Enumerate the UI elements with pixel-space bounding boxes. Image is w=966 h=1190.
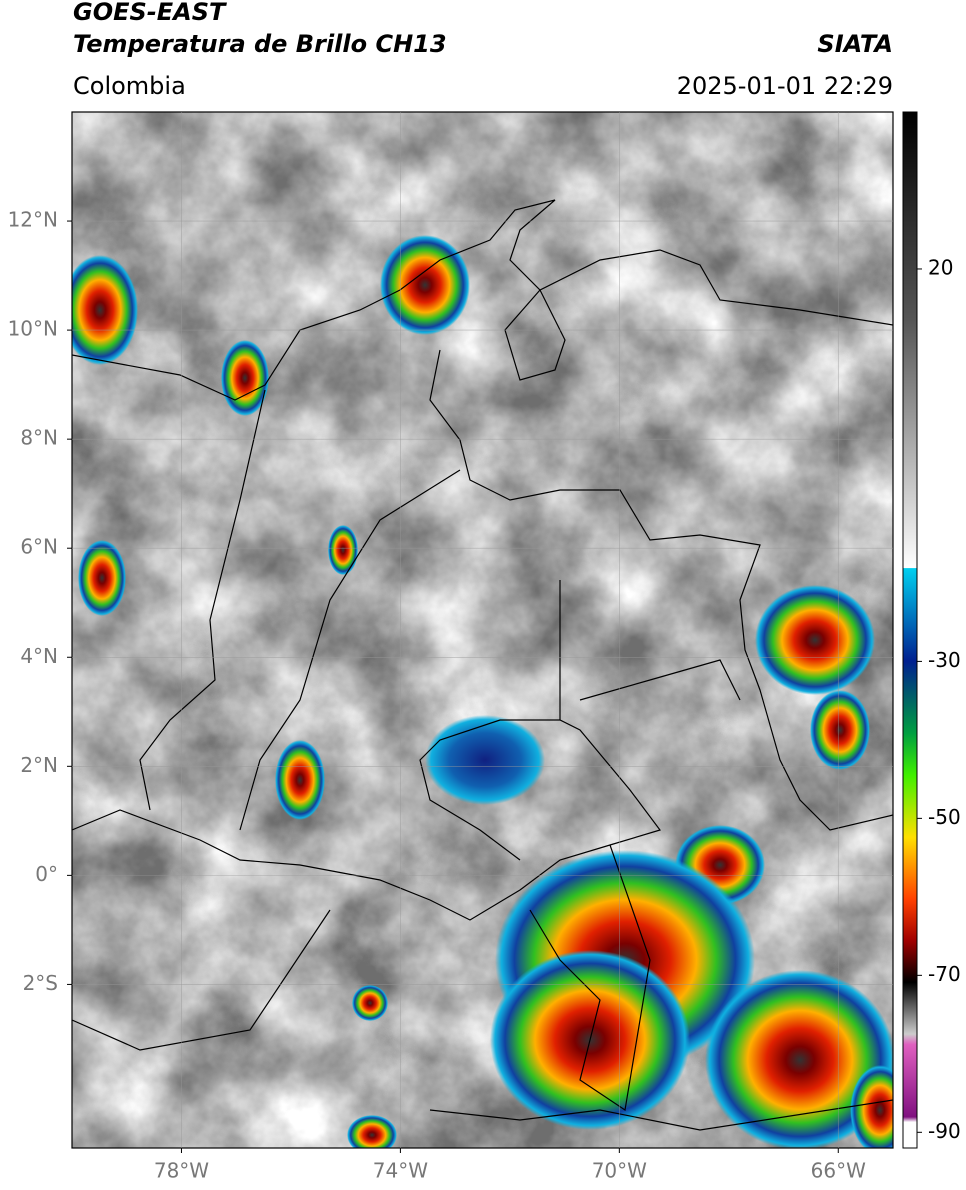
x-tick-label: 66°W (811, 1159, 866, 1183)
y-tick-label: 6°N (20, 535, 58, 559)
storm-cell (78, 540, 126, 616)
y-tick-label: 10°N (8, 317, 58, 341)
colorbar-tick-label: -90 (928, 1119, 961, 1143)
y-tick-label: 4°N (20, 644, 58, 668)
colorbar-tick-label: -30 (928, 648, 961, 672)
colorbar-tick-label: -50 (928, 805, 961, 829)
product-title: Temperatura de Brillo CH13 (73, 30, 447, 58)
colorbar-tick-label: 20 (928, 255, 953, 279)
source: SIATA (817, 30, 893, 58)
x-tick-label: 70°W (592, 1159, 647, 1183)
storm-cell (347, 1115, 397, 1148)
map-frame (71, 111, 894, 1149)
storm-cell (755, 585, 875, 695)
storm-cell (705, 970, 893, 1148)
x-tick-label: 78°W (154, 1159, 209, 1183)
storm-cell (72, 255, 138, 365)
storm-cell (810, 690, 870, 770)
storm-cell (275, 740, 325, 820)
storm-cell (221, 340, 269, 416)
timestamp: 2025-01-01 22:29 (677, 72, 893, 100)
colorbar (902, 111, 918, 1149)
y-tick-label: 2°N (20, 753, 58, 777)
x-tick-label: 74°W (373, 1159, 428, 1183)
storm-cell (328, 525, 358, 575)
borders (72, 199, 893, 1131)
imagery (72, 112, 893, 1148)
region: Colombia (73, 72, 186, 100)
y-tick-label: 8°N (20, 426, 58, 450)
cold-cloud (425, 715, 545, 805)
y-tick-label: 12°N (8, 208, 58, 232)
storm-cell (380, 235, 470, 335)
storm-cell (352, 985, 388, 1021)
y-tick-label: 0° (35, 862, 58, 886)
storm-cell (850, 1065, 893, 1148)
satellite-name: GOES-EAST (73, 0, 227, 26)
colorbar-tick-label: -70 (928, 962, 961, 986)
y-tick-label: 2°S (23, 971, 58, 995)
